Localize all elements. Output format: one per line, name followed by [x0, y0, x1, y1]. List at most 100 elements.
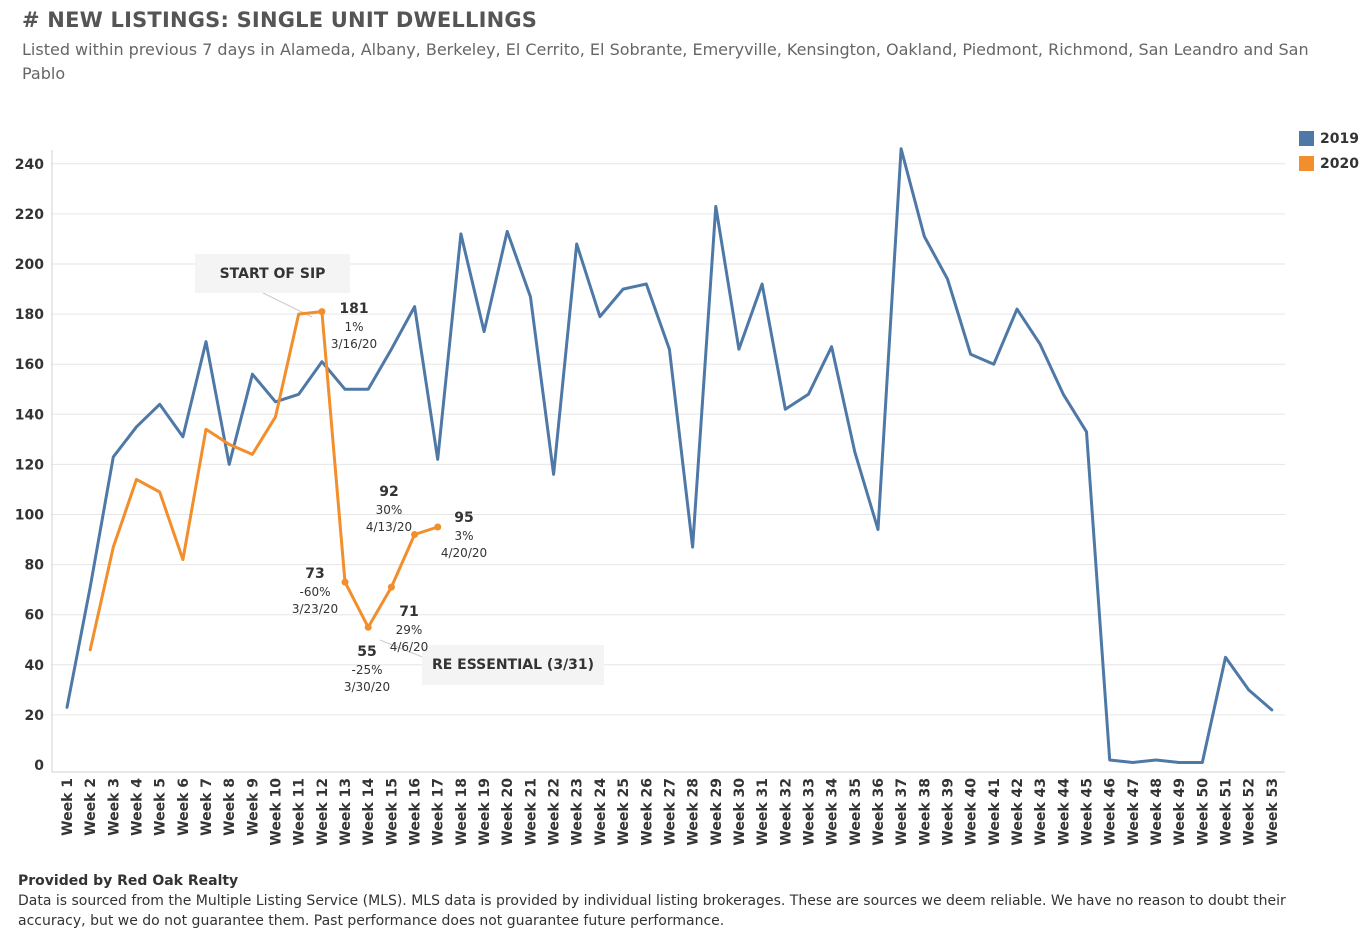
- point-label-pct: 30%: [375, 503, 403, 517]
- x-tick-label: Week 19: [477, 778, 493, 846]
- chart-title: # NEW LISTINGS: SINGLE UNIT DWELLINGS: [22, 8, 538, 32]
- x-tick-label: Week 51: [1219, 778, 1235, 846]
- point-label-pct: 1%: [344, 320, 364, 334]
- point-label-date: 3/30/20: [343, 680, 391, 694]
- x-tick-label: Week 31: [755, 778, 771, 846]
- x-tick-label: Week 35: [848, 778, 864, 846]
- x-tick-label: Week 8: [222, 778, 238, 836]
- point-label-date: 4/20/20: [440, 546, 488, 560]
- x-tick-label: Week 6: [176, 778, 192, 836]
- x-tick-label: Week 50: [1195, 778, 1211, 846]
- x-tick-label: Week 18: [454, 778, 470, 846]
- legend-label-2019: 2019: [1320, 130, 1359, 147]
- footer-title: Provided by Red Oak Realty: [18, 873, 239, 889]
- y-tick-label: 40: [25, 658, 45, 674]
- x-tick-label: Week 32: [778, 778, 794, 846]
- point-label-value: 181: [339, 301, 369, 317]
- x-tick-label: Week 41: [987, 778, 1003, 846]
- series-line-2020: [88, 310, 440, 652]
- point-label-date: 4/13/20: [365, 520, 413, 534]
- x-tick-label: Week 49: [1172, 778, 1188, 846]
- legend-swatch-2019: [1299, 131, 1314, 146]
- x-tick-label: Week 43: [1033, 778, 1049, 846]
- callout-start-of-sip: START OF SIP: [195, 254, 350, 293]
- point-label-value: 95: [454, 510, 474, 526]
- x-tick-label: Week 28: [686, 778, 702, 846]
- point-label-date: 3/23/20: [291, 602, 339, 616]
- series-line-2019: [65, 147, 1274, 764]
- footer: Provided by Red Oak Realty Data is sourc…: [18, 871, 1318, 931]
- line-chart: 0 20 40 60 80 100 120 140 160 180 200 220 240 Week 1 W…: [15, 147, 1285, 846]
- x-tick-label: Week 2: [83, 778, 99, 836]
- x-tick-label: Week 17: [431, 778, 447, 846]
- x-tick-label: Week 33: [801, 778, 817, 846]
- x-tick-label: Week 23: [570, 778, 586, 846]
- point-label-value: 92: [379, 484, 399, 500]
- point-label-value: 55: [357, 644, 377, 660]
- x-tick-label: Week 7: [199, 778, 215, 836]
- x-tick-label: Week 36: [871, 778, 887, 846]
- x-tick-label: Week 37: [894, 778, 910, 846]
- data-point-2020: [364, 623, 372, 631]
- x-tick-label: Week 38: [917, 778, 933, 846]
- data-point-2020: [387, 583, 395, 591]
- point-label-week12: 181 1% 3/16/20: [331, 299, 377, 353]
- data-point-2020: [434, 523, 442, 531]
- x-tick-label: Week 27: [662, 778, 678, 846]
- legend-swatch-2020: [1299, 156, 1314, 171]
- x-tick-label: Week 11: [292, 778, 308, 846]
- x-tick-label: Week 39: [940, 778, 956, 846]
- x-tick-label: Week 46: [1103, 778, 1119, 846]
- point-label-date: 3/16/20: [330, 337, 378, 351]
- y-tick-label: 80: [25, 558, 45, 574]
- point-label-pct: -60%: [299, 585, 331, 599]
- y-tick-label: 160: [15, 357, 44, 373]
- point-label-value: 71: [399, 604, 419, 620]
- legend-item-2020[interactable]: 2020: [1299, 151, 1359, 176]
- y-tick-label: 240: [15, 157, 44, 173]
- y-tick-label: 200: [15, 257, 44, 273]
- point-label-week15: 71 29% 4/6/20: [390, 602, 429, 656]
- x-tick-label: Week 30: [732, 778, 748, 846]
- x-tick-label: Week 13: [338, 778, 354, 846]
- point-label-week16: 92 30% 4/13/20: [366, 482, 412, 536]
- x-tick-label: Week 10: [269, 778, 285, 846]
- chart-subtitle: Listed within previous 7 days in Alameda…: [22, 40, 1309, 83]
- point-label-week17: 95 3% 4/20/20: [441, 508, 487, 562]
- y-tick-label: 0: [34, 758, 44, 774]
- legend: 2019 2020: [1299, 126, 1359, 176]
- x-tick-label: Week 14: [361, 778, 377, 846]
- x-tick-label: Week 1: [60, 778, 76, 836]
- point-label-pct: 29%: [395, 623, 423, 637]
- x-tick-label: Week 24: [593, 778, 609, 846]
- x-tick-label: Week 52: [1242, 778, 1258, 846]
- legend-item-2019[interactable]: 2019: [1299, 126, 1359, 151]
- x-tick-label: Week 45: [1079, 778, 1095, 846]
- data-point-2020: [341, 578, 349, 586]
- y-tick-label: 180: [15, 307, 44, 323]
- callout-leader-re: [379, 639, 431, 661]
- point-label-pct: 3%: [454, 529, 474, 543]
- data-point-2020: [318, 308, 326, 316]
- x-tick-label: Week 26: [639, 778, 655, 846]
- legend-label-2020: 2020: [1320, 155, 1359, 172]
- x-tick-label: Week 21: [523, 778, 539, 846]
- y-tick-label: 140: [15, 407, 44, 423]
- x-tick-label: Week 44: [1056, 778, 1072, 846]
- point-label-date: 4/6/20: [389, 640, 429, 654]
- x-tick-label: Week 29: [709, 778, 725, 846]
- y-tick-label: 60: [25, 608, 45, 624]
- y-tick-label: 120: [15, 457, 44, 473]
- x-tick-label: Week 20: [500, 778, 516, 846]
- x-tick-label: Week 12: [315, 778, 331, 846]
- point-label-week13: 73 -60% 3/23/20: [292, 564, 338, 618]
- x-tick-label: Week 40: [964, 778, 980, 846]
- x-tick-label: Week 48: [1149, 778, 1165, 846]
- x-tick-label: Week 3: [106, 778, 122, 836]
- x-tick-label: Week 34: [825, 778, 841, 846]
- point-label-value: 73: [305, 566, 325, 582]
- x-tick-label: Week 5: [153, 778, 169, 836]
- x-tick-label: Week 53: [1265, 778, 1281, 846]
- footer-disclaimer: Data is sourced from the Multiple Listin…: [18, 893, 1286, 929]
- x-tick-label: Week 4: [130, 778, 146, 836]
